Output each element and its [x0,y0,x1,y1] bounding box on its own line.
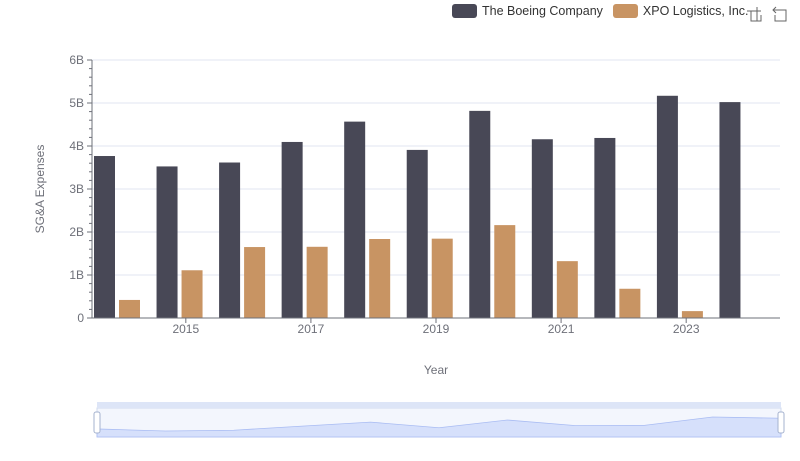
legend: The Boeing Company XPO Logistics, Inc. [452,4,759,18]
bar-xpo [556,261,578,318]
bar-xpo [244,247,266,318]
y-axis-label: SG&A Expenses [33,145,47,234]
bar-boeing [156,166,178,318]
bar-xpo [306,246,328,318]
bar-boeing [406,149,428,318]
bar-boeing [281,141,303,318]
bar-boeing [219,162,241,318]
legend-item-boeing[interactable]: The Boeing Company [452,4,603,18]
y-tick-label: 0 [77,311,84,325]
axes: 0 1B 2B 3B 4B 5B 6B 2015 2017 2019 2021 2023 [69,53,780,336]
bar-xpo [119,299,140,318]
slider-preview-area [96,416,782,438]
x-tick-label: 2023 [673,322,700,336]
x-tick-label: 2021 [548,322,575,336]
slider-top-bar [97,402,781,408]
legend-label-xpo: XPO Logistics, Inc. [642,4,749,18]
y-tick-label: 4B [69,139,84,153]
y-tick-label: 2B [69,225,84,239]
data-zoom-slider[interactable] [93,402,785,438]
toolbox [746,6,798,22]
x-tick-label: 2017 [298,322,325,336]
bar-xpo [431,238,453,318]
y-tick-label: 5B [69,96,84,110]
x-axis-label: Year [424,363,448,377]
restore-icon[interactable] [772,6,788,22]
legend-item-xpo[interactable]: XPO Logistics, Inc. [612,4,749,18]
bar-boeing [94,156,115,318]
legend-swatch-xpo [612,4,638,18]
y-tick-label: 1B [69,268,84,282]
x-tick-label: 2015 [172,322,199,336]
y-tick-label: 6B [69,53,84,67]
bar-xpo [619,288,641,318]
legend-swatch-boeing [452,4,477,18]
bar-boeing [531,139,553,318]
bar-xpo [181,270,203,318]
legend-label-boeing: The Boeing Company [482,4,603,18]
zoom-icon[interactable] [746,6,762,22]
y-tick-label: 3B [69,182,84,196]
slider-handle-right [777,411,785,434]
bar-xpo [494,225,516,318]
bar-boeing [469,110,491,318]
bar-boeing [719,102,741,318]
bar-boeing [344,121,366,318]
slider-handle-left [93,411,101,434]
bar-boeing [656,95,678,318]
bars [94,95,741,318]
bar-boeing [594,137,616,318]
bar-xpo [369,239,391,318]
bar-xpo [681,311,703,318]
x-tick-label: 2019 [423,322,450,336]
